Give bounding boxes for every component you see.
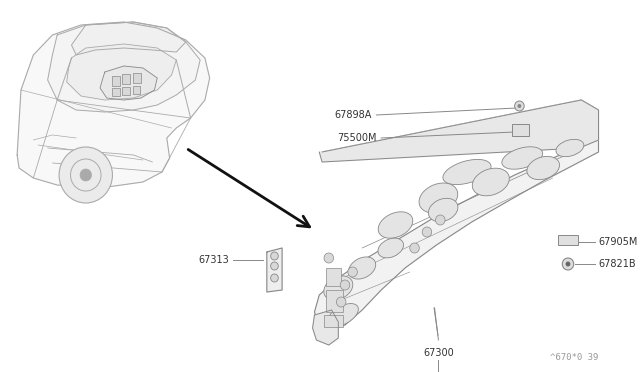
Circle shape	[271, 274, 278, 282]
Bar	[133, 86, 140, 94]
Ellipse shape	[378, 238, 403, 258]
Polygon shape	[319, 100, 598, 162]
Circle shape	[59, 147, 113, 203]
Text: ^670*0 39: ^670*0 39	[550, 353, 598, 362]
Ellipse shape	[419, 183, 458, 213]
Bar	[113, 88, 120, 96]
Ellipse shape	[556, 140, 584, 157]
Text: 67313: 67313	[198, 255, 228, 265]
Ellipse shape	[502, 147, 543, 169]
Polygon shape	[314, 100, 598, 330]
Text: 67905M: 67905M	[598, 237, 638, 247]
Bar	[326, 268, 341, 286]
Bar	[122, 87, 130, 95]
Circle shape	[337, 297, 346, 307]
Circle shape	[324, 253, 333, 263]
Bar	[113, 76, 120, 86]
Text: 67300: 67300	[423, 348, 454, 358]
Bar	[326, 290, 343, 312]
Circle shape	[80, 169, 92, 181]
Circle shape	[422, 227, 432, 237]
Circle shape	[518, 104, 522, 108]
Ellipse shape	[378, 212, 413, 238]
Text: 67821B: 67821B	[598, 259, 636, 269]
Circle shape	[271, 252, 278, 260]
Text: 67898A: 67898A	[334, 110, 372, 120]
Circle shape	[563, 258, 573, 270]
Circle shape	[410, 243, 419, 253]
Text: 75500M: 75500M	[337, 133, 376, 143]
Ellipse shape	[472, 168, 509, 196]
Bar	[122, 74, 130, 84]
Ellipse shape	[349, 257, 376, 279]
Bar	[512, 124, 529, 136]
Ellipse shape	[324, 276, 353, 300]
Polygon shape	[67, 44, 176, 100]
Ellipse shape	[428, 198, 458, 222]
Polygon shape	[100, 66, 157, 100]
Circle shape	[515, 101, 524, 111]
Polygon shape	[72, 22, 186, 55]
Bar	[133, 73, 141, 83]
Bar	[557, 235, 579, 245]
Ellipse shape	[328, 304, 358, 327]
Polygon shape	[17, 22, 210, 188]
Ellipse shape	[443, 160, 491, 185]
Polygon shape	[312, 310, 339, 345]
Circle shape	[566, 262, 570, 266]
Circle shape	[436, 215, 445, 225]
Circle shape	[348, 267, 357, 277]
Polygon shape	[47, 22, 200, 112]
Circle shape	[271, 262, 278, 270]
Ellipse shape	[527, 156, 559, 180]
Bar	[324, 315, 343, 327]
Circle shape	[340, 280, 349, 290]
Polygon shape	[267, 248, 282, 292]
